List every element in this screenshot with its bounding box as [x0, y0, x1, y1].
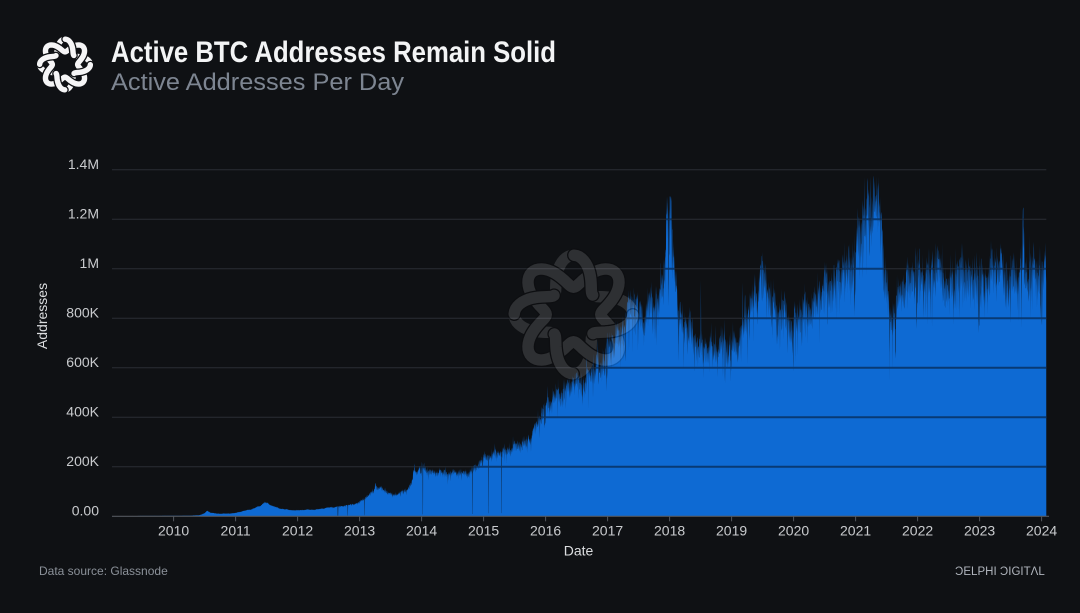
svg-text:600K: 600K: [66, 354, 99, 370]
svg-text:Active Addresses Per Day: Active Addresses Per Day: [111, 69, 404, 96]
svg-text:2024: 2024: [1026, 523, 1057, 539]
svg-text:2018: 2018: [654, 523, 685, 539]
svg-text:0.00: 0.00: [72, 502, 99, 518]
svg-text:Active BTC Addresses Remain So: Active BTC Addresses Remain Solid: [111, 36, 556, 69]
svg-text:2012: 2012: [282, 523, 313, 539]
svg-text:Addresses: Addresses: [34, 283, 50, 349]
svg-text:1.2M: 1.2M: [68, 205, 99, 221]
svg-text:2015: 2015: [468, 523, 499, 539]
svg-text:2023: 2023: [964, 523, 995, 539]
svg-text:1.4M: 1.4M: [68, 156, 99, 172]
svg-text:2016: 2016: [530, 523, 561, 539]
svg-text:2011: 2011: [221, 523, 251, 539]
svg-text:Date: Date: [564, 543, 594, 559]
svg-text:400K: 400K: [66, 403, 99, 419]
svg-text:2019: 2019: [716, 523, 747, 539]
svg-text:1M: 1M: [80, 255, 99, 271]
svg-text:2022: 2022: [902, 523, 933, 539]
svg-text:ƆELPHI ƆIGITΛL: ƆELPHI ƆIGITΛL: [955, 566, 1047, 578]
svg-text:Data source: Glassnode: Data source: Glassnode: [39, 564, 168, 578]
svg-text:2013: 2013: [344, 523, 375, 539]
svg-text:800K: 800K: [66, 304, 99, 320]
svg-text:2017: 2017: [592, 523, 623, 539]
svg-text:2021: 2021: [840, 523, 871, 539]
svg-text:2014: 2014: [406, 523, 437, 539]
svg-text:200K: 200K: [66, 453, 99, 469]
svg-text:2010: 2010: [158, 523, 189, 539]
svg-text:2020: 2020: [778, 523, 809, 539]
